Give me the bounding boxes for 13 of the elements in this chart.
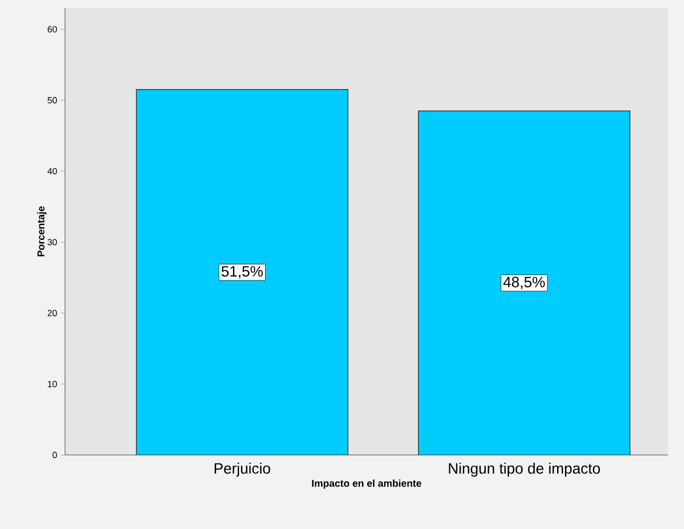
data-label: 51,5% [222,266,263,278]
x-tick-label: Ningun tipo de impacto [448,462,600,477]
y-tick-label: 60 [48,26,57,32]
x-tick-label: Perjuicio [214,462,270,477]
y-tick-label: 30 [48,238,57,246]
y-tick-label: 40 [47,168,57,174]
y-axis-title: Porcentaje [37,206,46,256]
y-tick-label: 50 [48,97,57,104]
y-tick-label: 0 [52,452,57,458]
y-tick-label: 20 [48,310,57,316]
y-tick-label: 10 [48,380,57,388]
x-axis-title: Impacto en el ambiente [312,480,422,489]
data-label: 48,5% [503,276,545,290]
